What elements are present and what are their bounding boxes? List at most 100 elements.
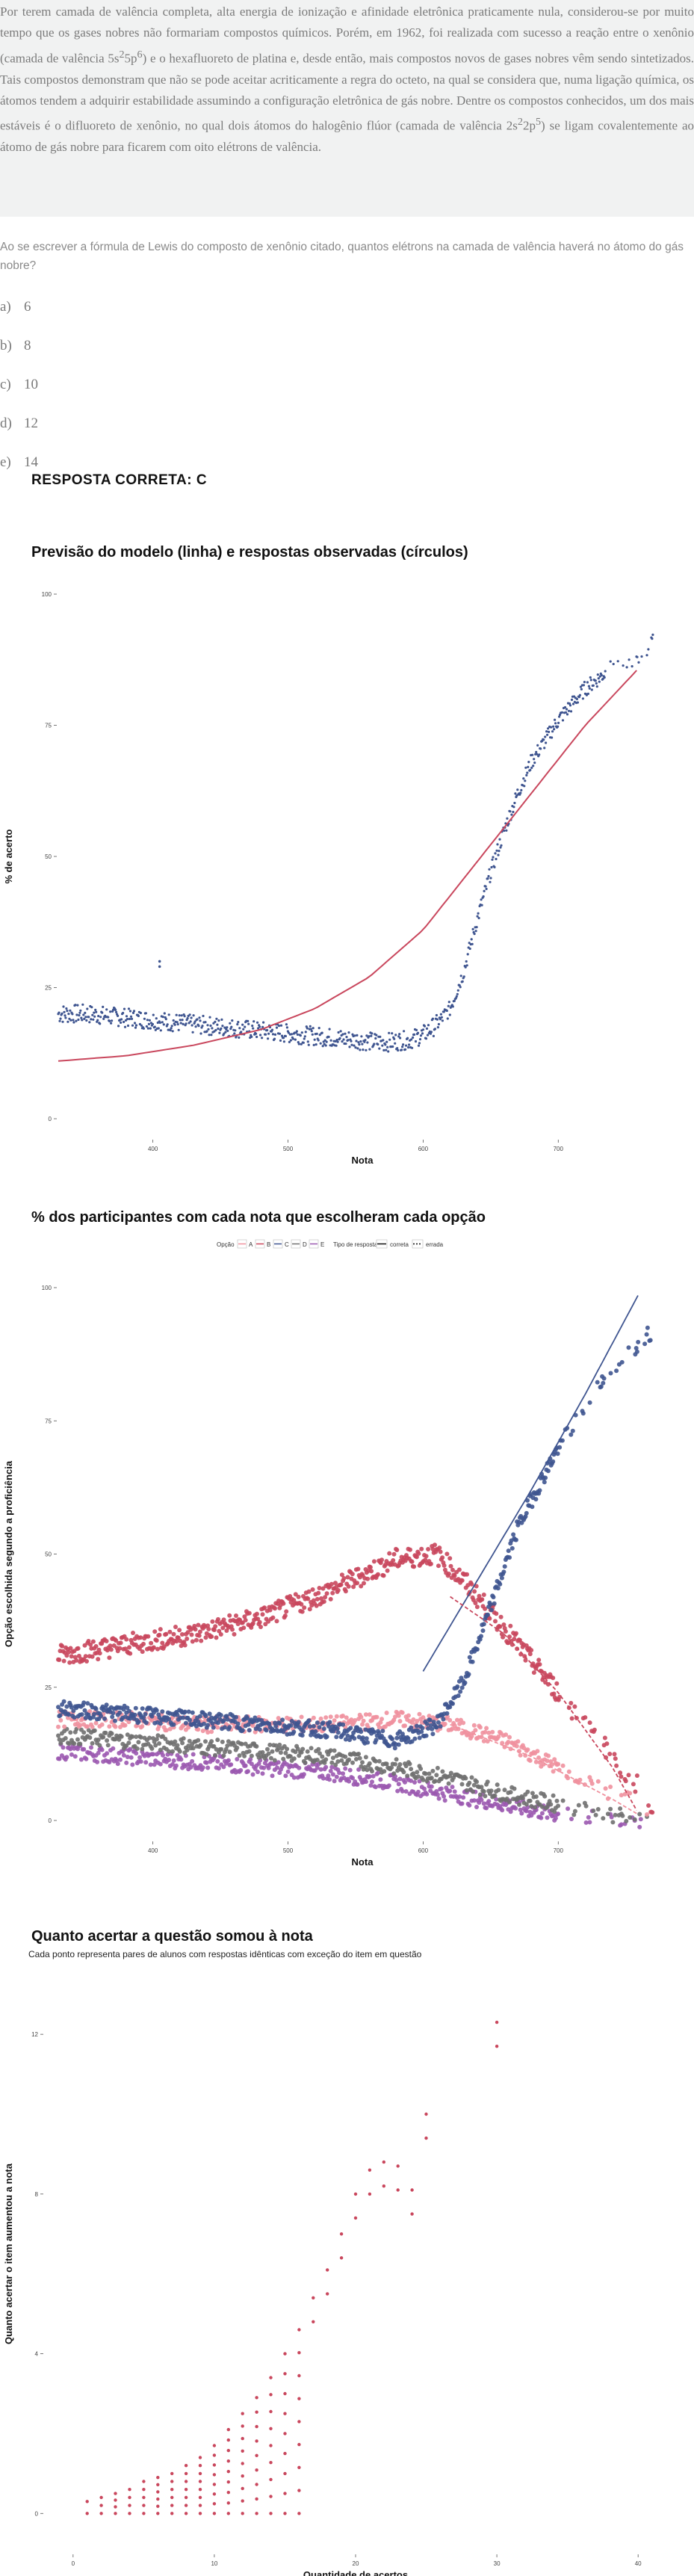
alternative-c[interactable]: c) 10 (0, 377, 38, 392)
data-point (375, 1034, 378, 1037)
data-point (279, 1024, 283, 1027)
data-point (471, 942, 474, 945)
option-point-D (66, 1741, 72, 1746)
option-point-E (553, 1816, 558, 1820)
option-point-D (272, 1758, 277, 1763)
option-point-A (379, 1717, 384, 1722)
option-point-D (155, 1733, 161, 1738)
option-point-D (235, 1745, 240, 1750)
data-point (533, 762, 536, 765)
option-point-C (551, 1459, 556, 1464)
data-point (143, 1017, 146, 1020)
option-point-D (323, 1757, 329, 1762)
data-point (490, 865, 493, 869)
option-point-C (273, 1723, 279, 1729)
option-point-D (421, 1777, 426, 1782)
gain-point (212, 2453, 217, 2457)
option-point-E (69, 1752, 74, 1757)
alternative-b[interactable]: b) 8 (0, 338, 31, 353)
data-point (144, 1012, 147, 1015)
gain-point (226, 2427, 230, 2432)
option-point-B (626, 1773, 631, 1778)
option-point-E (255, 1770, 260, 1774)
option-point-B (339, 1572, 344, 1578)
option-point-D (353, 1757, 359, 1761)
option-point-D (539, 1804, 545, 1809)
option-point-D (151, 1736, 155, 1741)
option-point-B (604, 1741, 610, 1746)
option-point-D (435, 1765, 440, 1770)
gain-point (424, 2112, 428, 2116)
option-point-C (394, 1735, 400, 1741)
option-point-C (326, 1724, 332, 1729)
option-point-D (524, 1802, 529, 1807)
option-point-A (87, 1709, 93, 1714)
option-point-B (536, 1658, 542, 1663)
alternative-a[interactable]: a) 6 (0, 299, 31, 315)
gain-point (226, 2438, 230, 2442)
data-point (580, 688, 583, 691)
option-point-D (492, 1793, 498, 1798)
option-point-D (254, 1743, 259, 1749)
option-point-E (190, 1758, 195, 1764)
alternative-d[interactable]: d) 12 (0, 416, 38, 431)
data-point (226, 1029, 229, 1032)
option-point-E (556, 1811, 561, 1817)
option-point-A (551, 1769, 556, 1774)
option-point-E (481, 1801, 486, 1806)
data-point (442, 1010, 445, 1013)
option-point-D (474, 1779, 479, 1785)
data-point (544, 735, 547, 738)
data-point (167, 1013, 170, 1016)
data-point (358, 1043, 361, 1046)
option-point-C (492, 1601, 497, 1606)
data-point (230, 1025, 233, 1028)
data-point (578, 694, 582, 696)
y-tick-label: 25 (45, 1684, 52, 1691)
option-point-A (323, 1715, 329, 1720)
option-point-C (66, 1712, 71, 1717)
data-point (297, 1043, 300, 1045)
y-tick-label: 0 (35, 2510, 39, 2517)
option-point-A (645, 1812, 649, 1817)
data-point (206, 1024, 209, 1027)
option-point-B (151, 1645, 156, 1650)
data-point (495, 849, 498, 852)
option-point-D (105, 1738, 110, 1743)
data-point (391, 1045, 394, 1048)
data-point (79, 1009, 82, 1012)
data-point (217, 1027, 220, 1031)
data-point (436, 1018, 439, 1021)
data-point (419, 1034, 423, 1037)
option-point-C (513, 1537, 518, 1542)
gain-point (156, 2483, 160, 2486)
data-point (524, 766, 527, 769)
option-point-E (270, 1773, 275, 1779)
option-point-D (357, 1755, 362, 1761)
option-point-A (344, 1715, 349, 1720)
data-point (366, 1041, 369, 1044)
data-point (576, 701, 580, 704)
option-point-D (471, 1782, 477, 1788)
data-point (533, 758, 536, 761)
alternative-e[interactable]: e) 14 (0, 454, 38, 470)
option-point-B (247, 1610, 252, 1616)
data-point (105, 1008, 108, 1011)
option-point-E (143, 1760, 149, 1765)
y-tick-label: 50 (45, 1551, 52, 1558)
option-point-B (179, 1632, 185, 1637)
option-point-B (527, 1652, 533, 1657)
gain-point (170, 2504, 174, 2507)
option-point-A (209, 1729, 214, 1735)
option-point-E (527, 1809, 533, 1814)
gain-point (198, 2504, 202, 2507)
option-point-C (240, 1728, 245, 1733)
option-point-A (546, 1753, 551, 1758)
option-point-E (447, 1788, 453, 1794)
option-point-E (323, 1764, 329, 1770)
option-point-D (576, 1803, 581, 1808)
option-point-B (182, 1643, 188, 1648)
option-point-A (311, 1715, 316, 1720)
